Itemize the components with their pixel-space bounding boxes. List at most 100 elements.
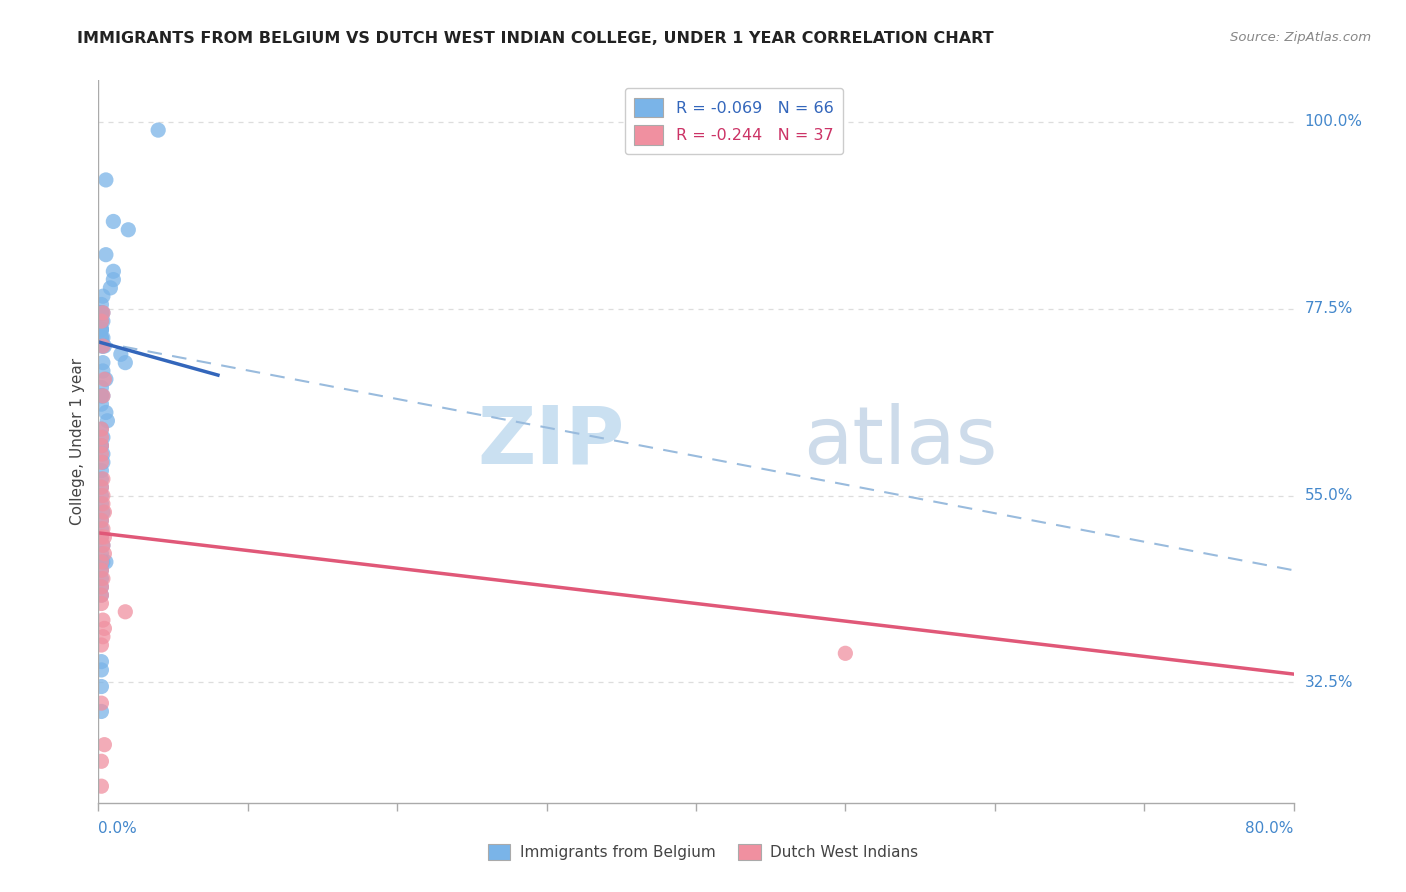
Point [90, 439, 112, 453]
Point [90, 572, 112, 586]
Point [94, 248, 117, 262]
Point [90, 430, 112, 444]
Point [117, 223, 139, 237]
Point [90, 455, 112, 469]
Point [93, 621, 115, 635]
Point [90, 588, 112, 602]
Point [90, 322, 112, 336]
Point [91, 630, 114, 644]
Point [90, 389, 112, 403]
Point [90, 339, 112, 353]
Point [91, 356, 114, 370]
Point [90, 705, 112, 719]
Point [90, 322, 112, 336]
Point [90, 597, 112, 611]
Point [90, 497, 112, 511]
Point [90, 397, 112, 411]
Text: ZIP: ZIP [477, 402, 624, 481]
Legend: Immigrants from Belgium, Dutch West Indians: Immigrants from Belgium, Dutch West Indi… [481, 838, 925, 866]
Point [91, 389, 114, 403]
Text: 80.0%: 80.0% [1246, 821, 1294, 836]
Point [90, 754, 112, 768]
Point [90, 522, 112, 536]
Point [90, 680, 112, 694]
Point [90, 580, 112, 594]
Point [94, 555, 117, 569]
Point [90, 306, 112, 320]
Point [114, 605, 136, 619]
Point [834, 646, 856, 660]
Point [90, 422, 112, 436]
Point [96, 414, 118, 428]
Point [93, 530, 115, 544]
Text: atlas: atlas [804, 402, 998, 481]
Point [90, 472, 112, 486]
Text: IMMIGRANTS FROM BELGIUM VS DUTCH WEST INDIAN COLLEGE, UNDER 1 YEAR CORRELATION C: IMMIGRANTS FROM BELGIUM VS DUTCH WEST IN… [77, 31, 994, 46]
Point [90, 464, 112, 478]
Point [90, 380, 112, 394]
Point [90, 563, 112, 577]
Point [91, 455, 114, 469]
Point [90, 655, 112, 669]
Point [90, 489, 112, 503]
Point [91, 497, 114, 511]
Point [91, 555, 114, 569]
Point [90, 663, 112, 677]
Point [90, 314, 112, 328]
Point [91, 472, 114, 486]
Text: 100.0%: 100.0% [1305, 114, 1362, 129]
Point [90, 439, 112, 453]
Point [114, 356, 136, 370]
Text: 55.0%: 55.0% [1305, 488, 1353, 503]
Point [90, 306, 112, 320]
Point [93, 547, 115, 561]
Point [91, 522, 114, 536]
Point [90, 530, 112, 544]
Point [93, 372, 115, 386]
Point [91, 306, 114, 320]
Point [90, 306, 112, 320]
Point [90, 580, 112, 594]
Text: 77.5%: 77.5% [1305, 301, 1353, 316]
Point [93, 505, 115, 519]
Point [90, 530, 112, 544]
Point [93, 738, 115, 752]
Point [91, 331, 114, 345]
Text: Source: ZipAtlas.com: Source: ZipAtlas.com [1230, 31, 1371, 45]
Point [90, 513, 112, 527]
Point [90, 389, 112, 403]
Point [110, 347, 132, 361]
Point [90, 447, 112, 461]
Point [90, 696, 112, 710]
Point [91, 447, 114, 461]
Point [90, 439, 112, 453]
Point [90, 547, 112, 561]
Point [90, 322, 112, 336]
Point [103, 214, 125, 228]
Point [90, 563, 112, 577]
Text: 0.0%: 0.0% [98, 821, 138, 836]
Point [91, 572, 114, 586]
Point [94, 173, 117, 187]
Point [90, 588, 112, 602]
Y-axis label: College, Under 1 year: College, Under 1 year [69, 358, 84, 525]
Point [90, 331, 112, 345]
Text: 32.5%: 32.5% [1305, 675, 1353, 690]
Point [91, 364, 114, 378]
Point [91, 538, 114, 552]
Point [90, 555, 112, 569]
Point [90, 306, 112, 320]
Legend: R = -0.069   N = 66, R = -0.244   N = 37: R = -0.069 N = 66, R = -0.244 N = 37 [624, 88, 844, 154]
Point [91, 538, 114, 552]
Point [90, 513, 112, 527]
Point [94, 372, 117, 386]
Point [90, 314, 112, 328]
Point [91, 339, 114, 353]
Point [90, 422, 112, 436]
Point [90, 331, 112, 345]
Point [90, 480, 112, 494]
Point [90, 306, 112, 320]
Point [91, 505, 114, 519]
Point [94, 405, 117, 419]
Point [90, 480, 112, 494]
